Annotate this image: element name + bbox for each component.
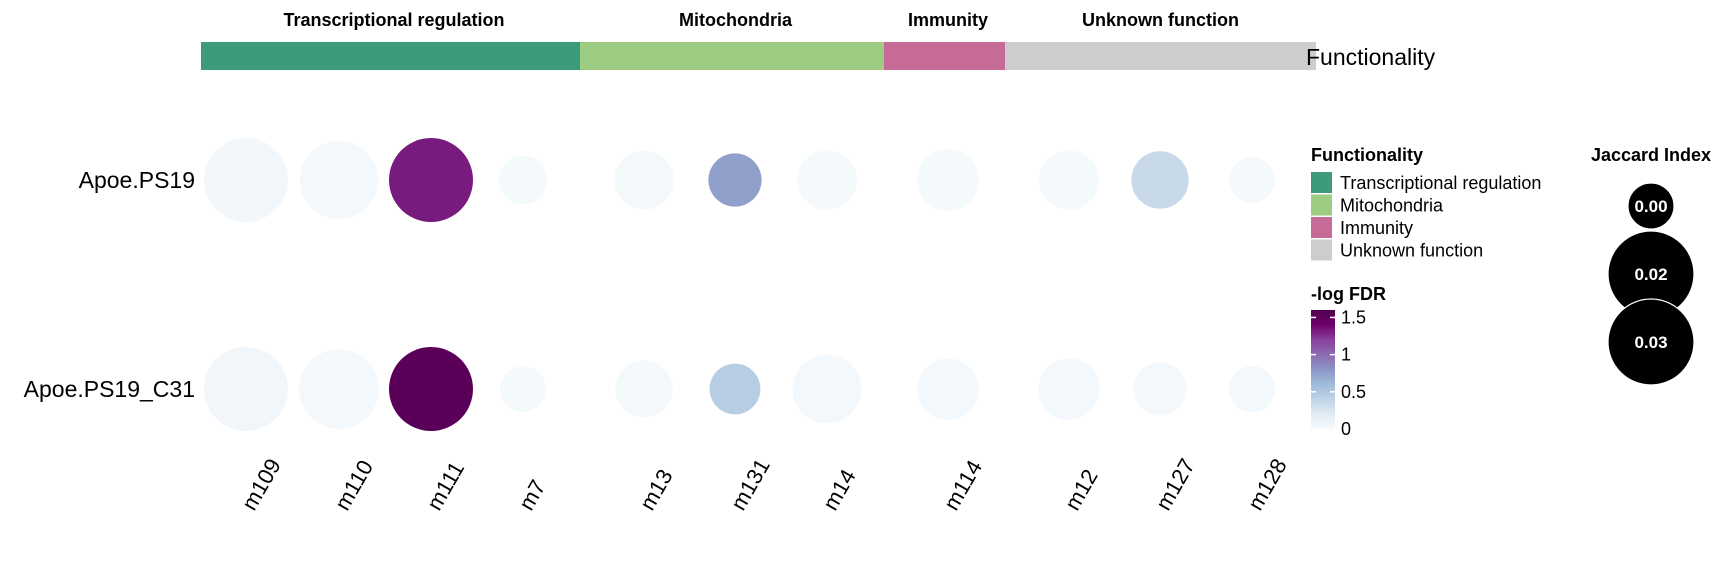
column-label: m7 (514, 476, 551, 515)
functionality-legend: Functionality Transcriptional regulation… (1311, 145, 1541, 261)
color-legend-tick-label: 1.5 (1341, 307, 1366, 327)
bubble (1229, 157, 1275, 203)
column-label: m13 (635, 465, 678, 515)
annotation-label: Functionality (1306, 44, 1436, 70)
functionality-legend-label: Immunity (1340, 218, 1413, 238)
group-title-immunity: Immunity (908, 10, 988, 30)
size-legend-label: 0.03 (1634, 333, 1667, 352)
column-label: m111 (422, 457, 470, 514)
functionality-legend-swatch (1311, 217, 1332, 238)
bubble (1039, 150, 1099, 210)
functionality-legend-swatch (1311, 172, 1332, 193)
functionality-legend-swatch (1311, 194, 1332, 216)
color-legend-bar (1311, 310, 1335, 429)
bubble (1133, 362, 1187, 416)
bubble (917, 358, 979, 420)
color-legend-tick-label: 1 (1341, 345, 1351, 365)
column-label: m127 (1151, 454, 1200, 514)
color-legend-tick-label: 0.5 (1341, 382, 1366, 402)
bubble (389, 347, 473, 431)
size-legend-label: 0.02 (1634, 265, 1667, 284)
bubbles (204, 138, 1275, 431)
functionality-legend-title: Functionality (1311, 145, 1423, 165)
column-labels: m109 m110 m111 m7 m13 m131 m14 m114 m12 m127 m128 (237, 454, 1292, 514)
bubble (1131, 151, 1189, 209)
column-label: m109 (237, 454, 286, 514)
size-legend-circle (1627, 182, 1675, 230)
functionality-legend-swatch (1311, 239, 1332, 261)
column-label: m131 (726, 454, 775, 514)
column-label: m114 (939, 456, 987, 515)
bubble (389, 138, 473, 222)
bubble (1229, 366, 1275, 412)
size-legend-label: 0.00 (1634, 197, 1667, 216)
bubble (204, 347, 288, 431)
bubble (500, 366, 546, 412)
column-label: m14 (818, 465, 861, 515)
group-titles: Transcriptional regulation Mitochondria Im… (283, 10, 1239, 30)
functionality-legend-label: Mitochondria (1340, 196, 1444, 216)
group-bar-transcriptional-regulation (201, 42, 587, 70)
bubble (299, 349, 379, 429)
column-label: m128 (1243, 454, 1292, 514)
bubble (797, 150, 857, 210)
functionality-legend-label: Transcriptional regulation (1340, 173, 1541, 193)
bubble (204, 138, 288, 222)
size-legend-circle (1607, 298, 1695, 386)
group-bar-mitochondria (580, 42, 891, 70)
size-legend: Jaccard Index 0.00 0.02 0.03 (1591, 145, 1711, 386)
color-legend: -log FDR 1.5 1 0.5 0 (1311, 284, 1386, 439)
group-title-mitochondria: Mitochondria (679, 10, 793, 30)
bubble (299, 140, 379, 220)
column-label: m12 (1060, 465, 1103, 515)
bubble (615, 360, 673, 418)
bubble (1038, 358, 1100, 420)
bubble (708, 153, 762, 207)
bubble (792, 354, 862, 424)
group-title-transcriptional-regulation: Transcriptional regulation (283, 10, 504, 30)
group-bar-immunity (884, 42, 1012, 70)
column-label: m110 (330, 456, 378, 515)
row-labels: Apoe.PS19 Apoe.PS19_C31 (24, 167, 195, 402)
bubble (614, 150, 674, 210)
row-label: Apoe.PS19 (79, 167, 195, 193)
color-legend-tick-label: 0 (1341, 419, 1351, 439)
size-legend-title: Jaccard Index (1591, 145, 1711, 165)
functionality-annotation-bars (201, 42, 1316, 70)
bubble (498, 155, 548, 205)
color-legend-title: -log FDR (1311, 284, 1386, 304)
bubble (709, 363, 761, 415)
row-label: Apoe.PS19_C31 (24, 376, 195, 402)
functionality-legend-label: Unknown function (1340, 241, 1483, 261)
bubble (917, 149, 979, 211)
group-bar-unknown-function (1005, 42, 1316, 70)
group-title-unknown-function: Unknown function (1082, 10, 1239, 30)
